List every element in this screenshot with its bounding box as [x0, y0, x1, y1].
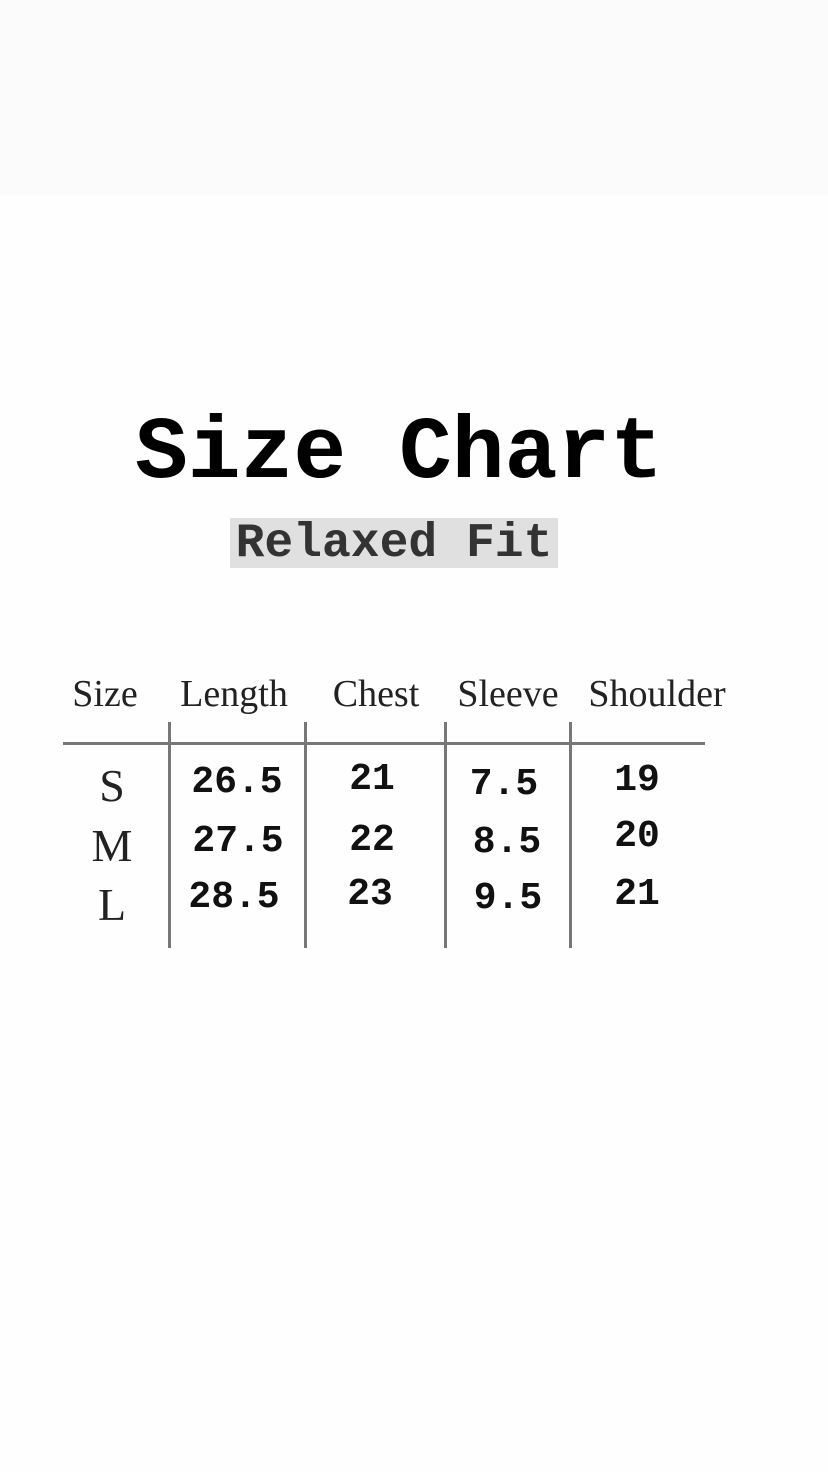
cell-shoulder: 19 [614, 759, 660, 802]
top-band [0, 0, 828, 195]
column-divider [444, 722, 447, 948]
column-divider [168, 722, 171, 948]
column-divider [304, 722, 307, 948]
cell-sleeve: 7.5 [469, 763, 539, 806]
cell-length: 26.5 [191, 761, 283, 804]
row-size-label: L [97, 879, 127, 930]
fit-subtitle: Relaxed Fit [230, 518, 558, 570]
page-title: Size Chart [134, 405, 664, 504]
cell-length: 27.5 [192, 820, 284, 863]
row-size-label: M [91, 820, 133, 871]
header-shoulder: Shoulder [588, 673, 726, 715]
column-divider [569, 722, 572, 948]
header-size: Size [72, 673, 138, 715]
row-size-label: S [99, 760, 125, 811]
cell-shoulder: 20 [614, 815, 660, 858]
cell-shoulder: 21 [614, 873, 660, 916]
cell-sleeve: 9.5 [473, 877, 543, 920]
cell-chest: 21 [349, 758, 395, 801]
header-sleeve: Sleeve [457, 673, 559, 715]
cell-length: 28.5 [188, 876, 280, 919]
cell-sleeve: 8.5 [472, 821, 542, 864]
cell-chest: 23 [347, 873, 393, 916]
header-chest: Chest [332, 673, 420, 715]
header-divider [63, 742, 705, 745]
header-length: Length [180, 673, 288, 715]
cell-chest: 22 [349, 819, 395, 862]
